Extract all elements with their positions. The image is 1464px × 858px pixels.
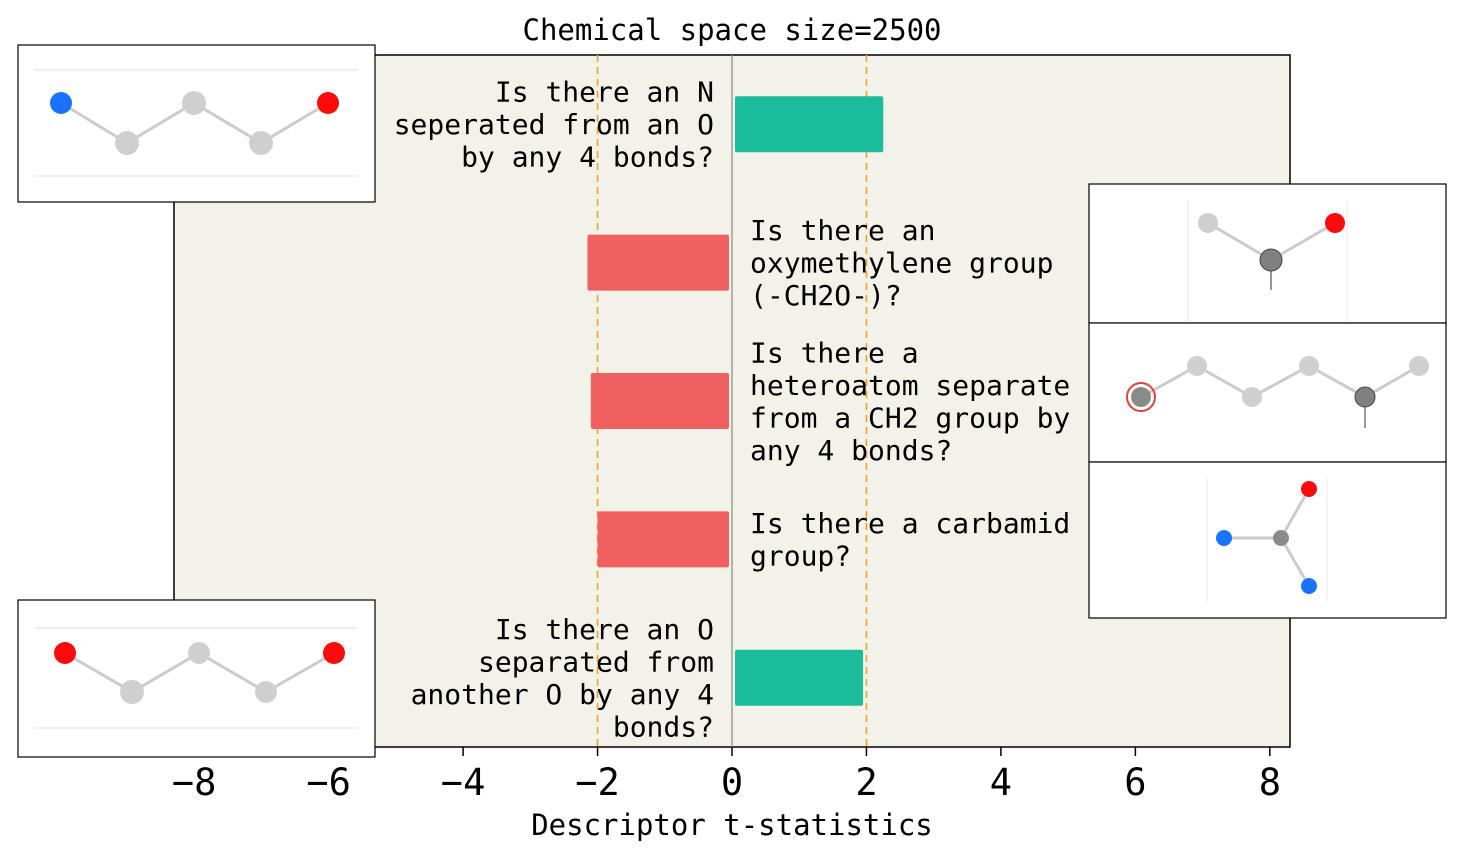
molecule-n-o-4-bonds-image [17, 44, 376, 203]
x-tick-label: −4 [441, 761, 486, 804]
x-axis-label: Descriptor t-statistics [531, 808, 933, 842]
x-tick-label: 0 [721, 761, 743, 804]
x-tick-label: 8 [1259, 761, 1281, 804]
category-label: Is there a carbamid group? [750, 507, 1070, 573]
bar [597, 511, 729, 568]
x-tick-label: 4 [990, 761, 1012, 804]
category-label: Is there a heteroatom separate from a CH2 … [750, 336, 1070, 467]
bar [735, 649, 864, 706]
x-tick-label: −2 [575, 761, 620, 804]
x-tick-label: −8 [172, 761, 217, 804]
x-tick-label: 6 [1124, 761, 1146, 804]
chart-title: Chemical space size=2500 [522, 13, 941, 47]
molecule-carbamide-image [1088, 461, 1447, 619]
x-tick-label: 2 [855, 761, 877, 804]
molecule-o-o-4-bonds-image [17, 599, 376, 758]
molecule-heteroatom-ch2-image [1088, 322, 1447, 463]
bar [587, 234, 729, 291]
molecule-oxymethylene-image [1088, 183, 1447, 324]
x-tick-label: −6 [306, 761, 351, 804]
category-label: Is there an oxymethylene group (-CH2O-)? [750, 214, 1053, 312]
bar [590, 373, 729, 429]
bar [735, 96, 884, 153]
